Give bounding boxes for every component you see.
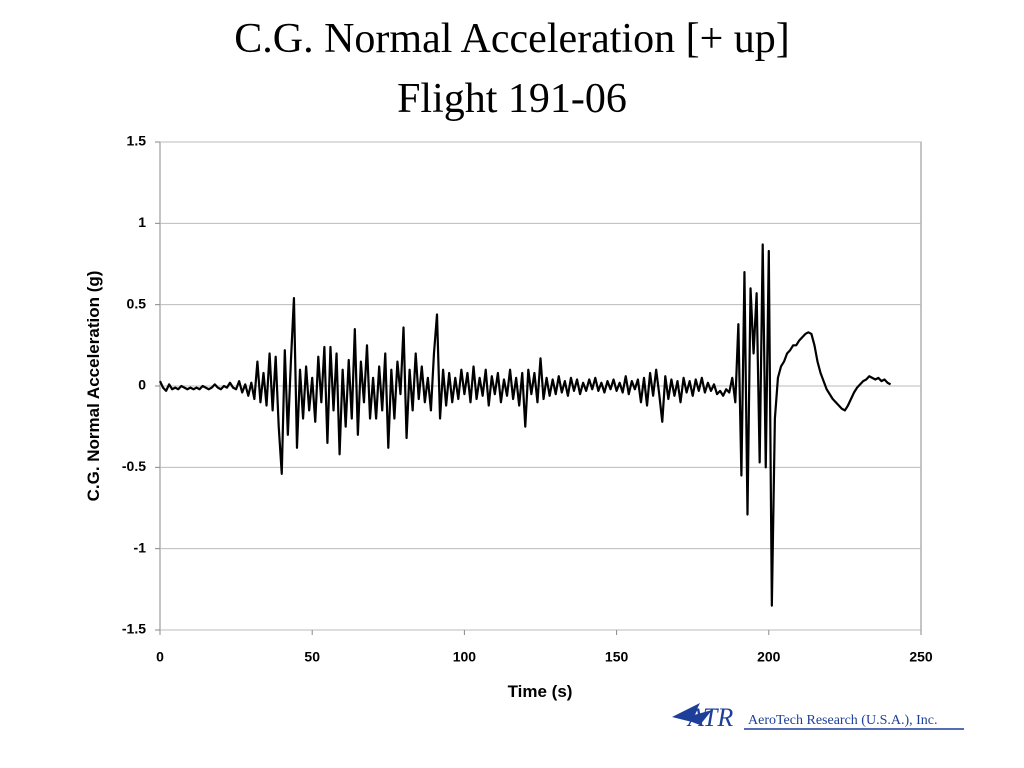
y-tick-label: -1.5	[122, 621, 146, 637]
chart-title: C.G. Normal Acceleration [+ up]	[234, 16, 790, 62]
y-axis-label: C.G. Normal Acceleration (g)	[84, 271, 103, 502]
logo-plane	[672, 703, 712, 725]
y-tick-label: -0.5	[122, 458, 146, 474]
x-tick-label: 150	[605, 649, 629, 665]
logo: ATR AeroTech Research (U.S.A.), Inc.	[672, 703, 964, 732]
x-tick-label: 250	[909, 649, 933, 665]
x-tick-label: 50	[304, 649, 320, 665]
x-tick-label: 200	[757, 649, 781, 665]
data-line	[159, 243, 892, 607]
y-tick-label: 1	[138, 214, 146, 230]
y-tick-label: 1.5	[127, 133, 147, 149]
y-tick-label: 0.5	[127, 295, 147, 311]
chart-subtitle: Flight 191-06	[397, 76, 627, 122]
y-tick-label: 0	[138, 377, 146, 393]
x-tick-label: 100	[453, 649, 477, 665]
logo-text: AeroTech Research (U.S.A.), Inc.	[748, 713, 938, 728]
y-tick-label: -1	[134, 539, 147, 555]
logo-mark: ATR	[686, 703, 733, 732]
x-tick-label: 0	[156, 649, 164, 665]
x-axis-label: Time (s)	[508, 682, 573, 701]
